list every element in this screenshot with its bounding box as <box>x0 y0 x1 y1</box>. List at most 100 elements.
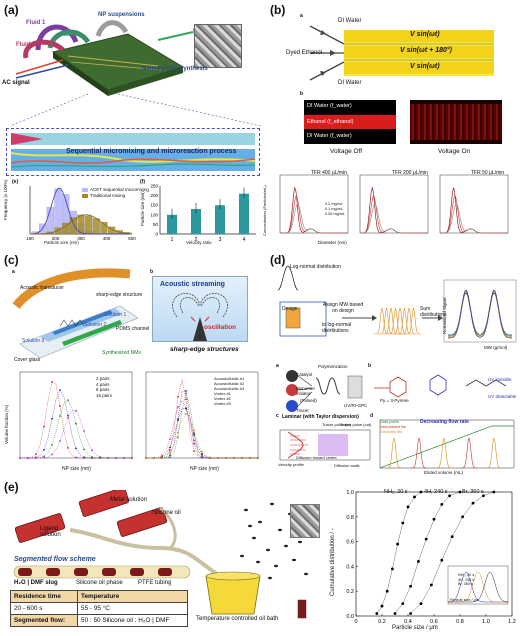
e-xtick-label: 0 <box>354 619 357 625</box>
e-ytick-label: 0.0 <box>346 614 354 620</box>
bar-ytick-label: 100 <box>150 212 158 217</box>
b-voltage-2: V sin(ωt + 180°) <box>400 47 453 54</box>
particle-dot <box>240 554 244 558</box>
c-left-marker <box>59 405 61 407</box>
catalyst-label: Catalyst <box>296 372 313 377</box>
slug <box>46 568 60 576</box>
sem-image-nanoparticles <box>194 24 242 68</box>
c-right-legend: Acoustofluidic #1 Acoustofluidic #2 Acou… <box>214 376 244 406</box>
tracer-pulse-out: Tracer pulse (out) <box>340 422 372 427</box>
d-laminar-diagram <box>279 429 371 461</box>
fluid3-label: Fluid 3 <box>60 32 80 38</box>
d-sum-curve <box>447 289 513 336</box>
hist-bar <box>69 217 77 235</box>
e-xtick-label: 0.4 <box>404 619 412 625</box>
norm-ylabel: Normalized Signal <box>442 297 447 334</box>
tfr-title-3: TFR 50 μL/min <box>471 170 505 176</box>
c-left-marker <box>83 430 85 432</box>
c-right-legend-5: Vortex #2 <box>214 396 231 401</box>
dist-ylabel: Concentration (Particles/mL) <box>262 185 267 236</box>
bar-ytick-label: 50 <box>153 222 159 227</box>
e-data-point <box>375 612 379 615</box>
pulsed-label: (Pulsed) <box>300 398 317 403</box>
c-left-marker <box>51 381 53 383</box>
e-inset-curve <box>448 571 509 603</box>
d-elution-chart <box>379 419 515 469</box>
c-right-legend-4: Vortex #1 <box>214 391 231 396</box>
e-data-point <box>419 490 423 494</box>
hist-xtick-label: 200 <box>52 236 60 241</box>
c-right-marker <box>249 457 251 459</box>
slug <box>74 568 88 576</box>
particle-dot <box>298 540 302 544</box>
panel-c-sub-a: a <box>12 269 15 275</box>
bar-group: 1 2 3 4 0 50 100 150 200 250 <box>150 184 249 243</box>
hist-bars-group: 100 200 300 400 500 <box>26 187 136 241</box>
process-label: Sequential micromixing and microreaction… <box>66 148 237 155</box>
c-right-legend-1: Acoustofluidic #1 <box>214 376 245 381</box>
particle-dot <box>278 528 282 532</box>
tfr-title-1: TFR 400 μL/min <box>311 170 347 176</box>
bar-ytick-label: 250 <box>150 184 158 189</box>
uv-gpc-label: UV/RI-GPC <box>344 403 368 408</box>
e-data-point <box>458 490 462 494</box>
c-right-legend-3: Acoustofluidic #3 <box>214 386 245 391</box>
e-inset-label-1: NH₂, 20 s <box>458 573 475 577</box>
velocity-profile-label: Velocity profile <box>278 462 304 467</box>
c-right-xlabel: NP size (nm) <box>190 466 219 472</box>
conc-legend: 0.2 mg/mL 0.1 mg/mL 0.05 mg/mL <box>325 202 345 217</box>
hist-xtick-label: 300 <box>77 236 85 241</box>
cumulative-distribution-chart: 0 0.2 0.4 0.6 0.8 1.0 1.2 0.0 0.2 0.4 0.6 0.8 1.0 <box>346 490 515 625</box>
np-suspensions-label: NP suspensions <box>98 12 145 18</box>
panel-c-device <box>12 268 139 359</box>
oscillation-label: oscillation <box>204 324 237 331</box>
d-polymerization-scheme <box>286 370 363 412</box>
hist-xtick-label: 400 <box>103 236 111 241</box>
eluted-label: Eluted volume (mL) <box>424 470 464 475</box>
c-curve <box>19 410 133 459</box>
d-legend-3: Extracted fits <box>380 429 402 434</box>
table-cell-1: 20 - 600 s <box>9 602 79 615</box>
hist-bar <box>46 207 54 235</box>
e-ytick-label: 0.2 <box>346 589 354 595</box>
bar-ytick-label: 150 <box>150 203 158 208</box>
particle-dot <box>256 560 260 564</box>
bar <box>215 205 225 234</box>
c-right-marker <box>209 456 211 459</box>
synthesized-label: Synthesized NMs <box>102 350 141 356</box>
d-sub-d: d <box>370 413 374 419</box>
panel-d-label: (d) <box>270 253 286 267</box>
particle-dot <box>274 564 278 568</box>
d-sub-c: c <box>276 413 279 419</box>
e-data-point <box>492 490 496 494</box>
c-left-marker <box>75 422 77 425</box>
tracer-label: Tracer <box>296 408 309 413</box>
channel-strip-svg <box>10 133 256 171</box>
bar-ytick-label: 200 <box>150 193 158 198</box>
scheme-label: Segmented flow scheme <box>14 556 96 563</box>
b-di-water-bottom: DI Water <box>338 80 362 86</box>
particle-dots <box>240 502 308 580</box>
oil-phase-label: Silicone oil phase <box>76 580 123 586</box>
e-data-point <box>450 535 454 539</box>
table-cell-4: 50 : 50 Silicone oil : H₂O | DMF <box>77 614 188 627</box>
sum-label: Sum distributions <box>420 306 447 318</box>
d-chem-structures <box>374 374 507 398</box>
acoustic-streaming-box <box>152 276 248 342</box>
bar-ytick-label: 0 <box>155 232 158 237</box>
particle-dot <box>292 558 296 562</box>
bar-tick-label: 2 <box>195 237 198 243</box>
bar <box>167 214 177 234</box>
hist-bar <box>54 188 62 235</box>
sharp-edge-structures-label: sharp-edge structures <box>170 346 239 353</box>
e-xlabel: Particle size / μm <box>392 625 438 631</box>
slug <box>102 568 116 576</box>
hist-legend-2: Traditional mixing <box>90 193 126 198</box>
panel-a-sub-e: (e) <box>12 179 19 185</box>
e-data-point <box>409 584 412 588</box>
solution1-label: Solution 1 <box>104 312 127 318</box>
slug <box>130 568 144 576</box>
c-left-legend: 2 pairs 4 pairs 8 pairs 15 pairs <box>96 376 112 398</box>
c-ylabel: Volume fraction (%) <box>4 404 9 444</box>
panel-e-setup <box>13 490 308 619</box>
